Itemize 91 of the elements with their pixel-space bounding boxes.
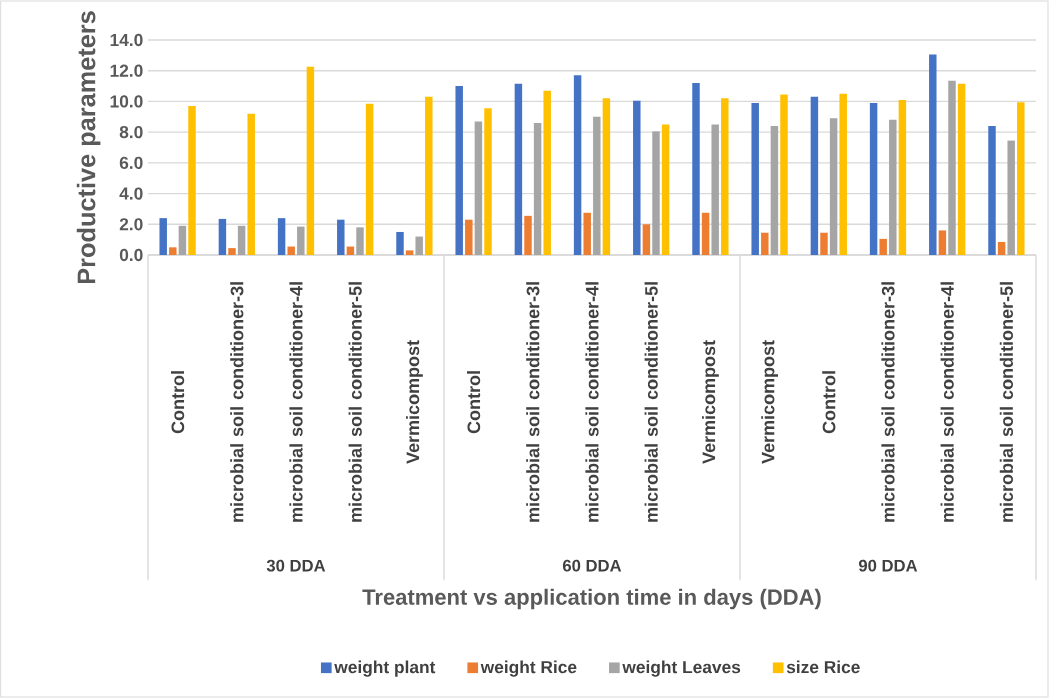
y-tick-label: 6.0: [119, 156, 143, 169]
bar: [692, 83, 700, 255]
bar: [573, 75, 582, 255]
bar: [365, 103, 374, 255]
bar: [602, 98, 611, 255]
bar: [474, 121, 483, 255]
x-tick-label: microbial soil conditioner-5l: [999, 282, 1013, 522]
x-tick-label: microbial soil conditioner-4l: [289, 282, 303, 522]
x-tick-label: Control: [822, 371, 836, 434]
text: 90 DDA: [858, 559, 918, 572]
bar: [297, 226, 305, 255]
bar: [701, 212, 710, 255]
legend-label: size Rice: [786, 660, 860, 674]
bar: [770, 126, 779, 255]
x-tick-label: Control: [466, 371, 481, 434]
x-tick-label: microbial soil conditioner-5l: [348, 282, 362, 522]
bar: [652, 131, 660, 255]
bar: [228, 248, 236, 255]
bar: [306, 66, 315, 255]
bar: [997, 241, 1006, 255]
bar: [1007, 140, 1015, 255]
bar: [455, 86, 463, 255]
bar: [593, 116, 601, 255]
bar: [415, 236, 423, 255]
bar: [829, 118, 838, 255]
bar: [948, 80, 956, 255]
bar: [820, 232, 828, 255]
bar: [583, 212, 591, 255]
text: 30 DDA: [266, 559, 326, 572]
bar: [869, 102, 878, 255]
bar: [178, 225, 187, 255]
bar: [396, 231, 404, 255]
bar: [188, 106, 196, 255]
bar: [929, 54, 937, 255]
bar: [661, 124, 670, 255]
y-tick-label: 2.0: [119, 218, 143, 231]
x-tick-label: Vermicompost: [702, 340, 719, 464]
x-tick-label: Vermicompost: [406, 340, 423, 464]
text: 60 DDA: [562, 559, 622, 572]
bar: [465, 219, 473, 255]
y-tick-label: 8.0: [119, 126, 143, 139]
bar: [247, 113, 255, 255]
bar: [721, 98, 729, 255]
bar: [277, 218, 286, 255]
bar: [810, 96, 819, 255]
bar: [169, 247, 177, 255]
x-axis-title: Treatment vs application time in days (DDA): [362, 588, 821, 610]
y-tick-label: 10.0: [110, 95, 143, 108]
legend-label: weight plant: [334, 660, 436, 677]
bar: [780, 94, 788, 255]
bar: [898, 99, 907, 255]
x-tick-label: microbial soil conditioner-4l: [940, 282, 954, 522]
bar: [337, 219, 345, 255]
bar: [484, 108, 492, 255]
bar: [633, 100, 641, 255]
x-tick-label: Control: [170, 371, 185, 434]
bar: [879, 238, 887, 255]
x-tick-label: microbial soil conditioner-5l: [644, 282, 658, 522]
bar: [751, 102, 759, 255]
bar: [761, 232, 769, 255]
y-tick-label: 0.0: [119, 248, 143, 262]
bar: [938, 230, 947, 255]
bar: [957, 83, 966, 255]
y-tick-label: 12.0: [110, 64, 143, 77]
bar: [889, 119, 897, 255]
x-tick-label: microbial soil conditioner-4l: [585, 282, 599, 522]
x-tick-label: Vermicompost: [761, 340, 778, 464]
bar: [1017, 102, 1025, 255]
bar: [356, 227, 364, 255]
x-tick-label: microbial soil conditioner-3l: [881, 282, 895, 522]
bar: [988, 126, 996, 255]
legend-label: weight Rice: [480, 660, 577, 677]
y-tick-label: 14.0: [110, 33, 143, 47]
bar: [533, 122, 542, 255]
y-axis-title: Productive parameters: [76, 11, 101, 284]
y-tick-label: 4.0: [119, 187, 143, 200]
bar: [218, 218, 227, 255]
bar: [839, 93, 847, 255]
bar: [642, 224, 651, 255]
bar: [159, 218, 167, 255]
bar: [711, 124, 719, 255]
bar: [543, 90, 551, 255]
bar: [237, 225, 246, 255]
bar: [405, 250, 414, 255]
legend-label: weight Leaves: [622, 660, 741, 677]
x-tick-label: microbial soil conditioner-3l: [230, 282, 244, 522]
x-tick-label: microbial soil conditioner-3l: [526, 282, 540, 522]
bar: [425, 96, 433, 255]
bar: [514, 83, 523, 255]
bar: [287, 246, 295, 255]
bar: [524, 215, 532, 255]
